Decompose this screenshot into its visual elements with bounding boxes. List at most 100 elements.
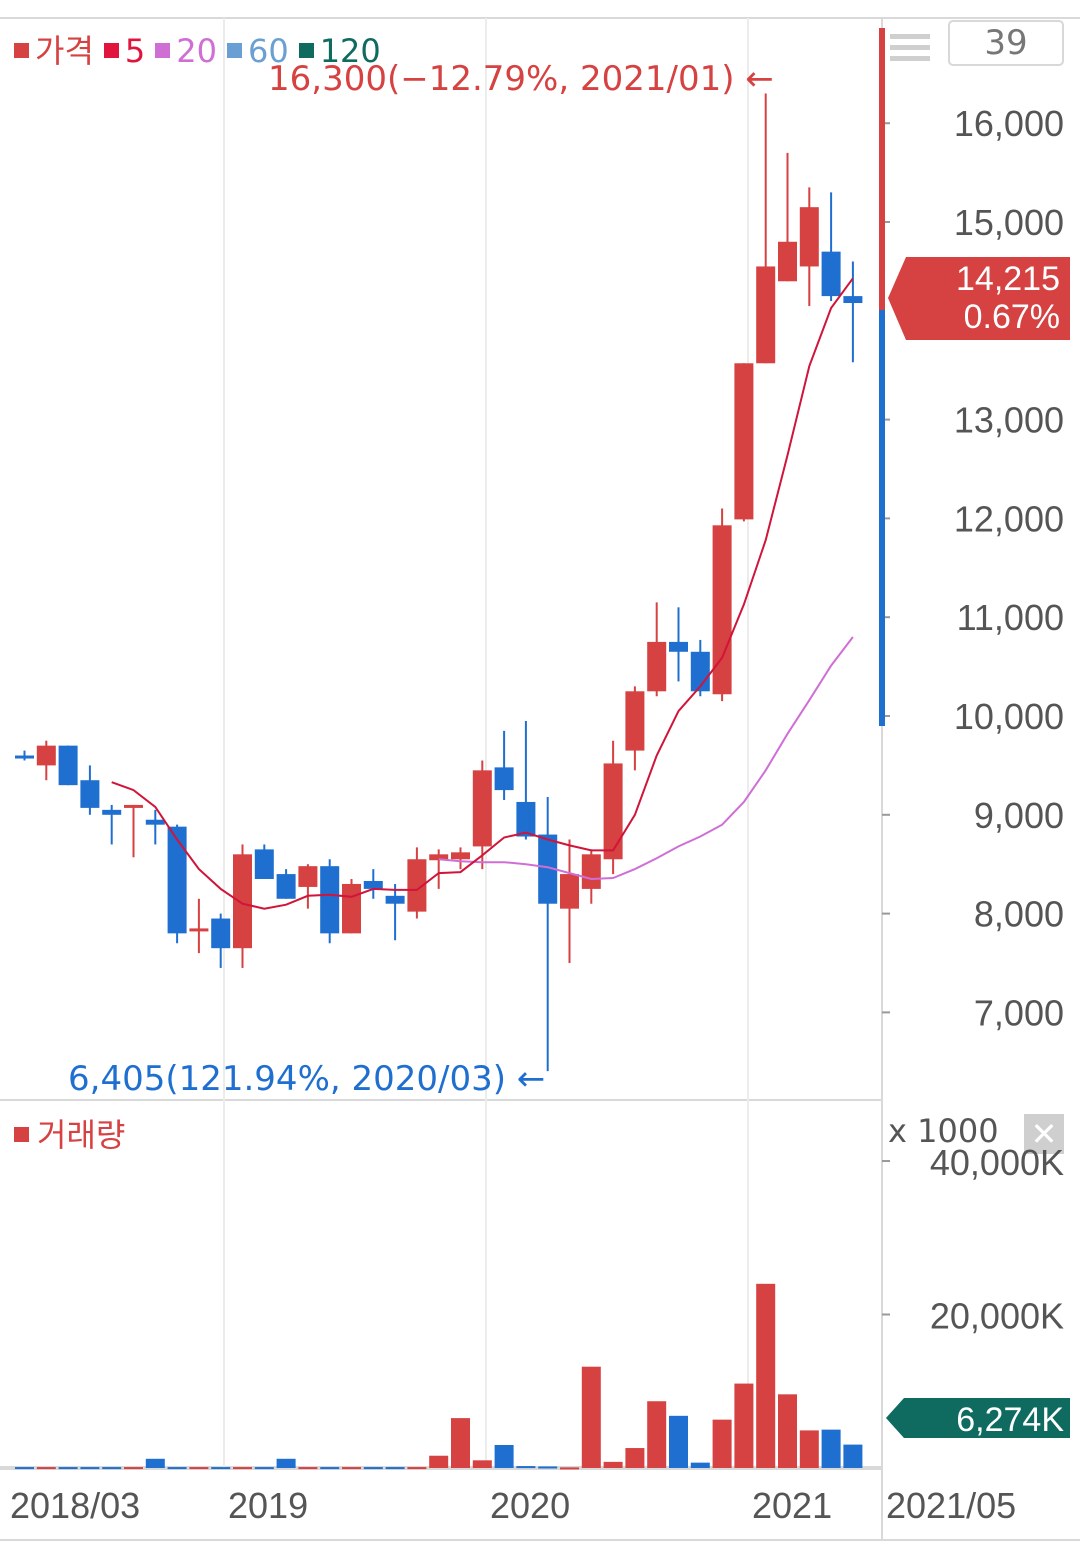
volume-bar: [538, 1466, 558, 1469]
volume-bar: [407, 1467, 427, 1470]
candle-body: [385, 895, 405, 904]
candle-body: [342, 883, 361, 934]
candle-body: [363, 880, 383, 889]
candle-body: [756, 266, 776, 364]
volume-bar: [145, 1458, 165, 1468]
volume-bar: [124, 1467, 143, 1470]
candle-body: [669, 641, 688, 652]
legend-swatch: [226, 42, 242, 58]
volume-bar: [778, 1394, 797, 1468]
candle-body: [189, 928, 209, 932]
volume-bar: [342, 1467, 361, 1470]
candle-body: [821, 251, 841, 297]
price-tick-label: 11,000: [957, 597, 1064, 638]
candle-body: [58, 745, 78, 786]
volume-bar: [647, 1401, 667, 1468]
legend-swatch: [103, 42, 119, 58]
legend-item-3: 60: [226, 32, 289, 70]
menu-icon[interactable]: [890, 34, 930, 67]
volume-bar: [15, 1467, 34, 1470]
x-tick-label: 2021: [752, 1485, 832, 1526]
volume-bar: [669, 1415, 688, 1468]
volume-bar: [560, 1467, 579, 1470]
volume-unit: x 1000: [888, 1112, 999, 1150]
volume-tick-label: 40,000K: [930, 1142, 1064, 1183]
volume-bar: [36, 1467, 56, 1470]
axis-up-range: [879, 28, 885, 310]
legend-item-2: 20: [155, 32, 217, 70]
volume-bar: [734, 1383, 754, 1468]
volume-bar: [102, 1467, 122, 1470]
price-tick-label: 8,000: [974, 894, 1064, 935]
candle-body: [603, 763, 623, 860]
volume-bar: [690, 1462, 710, 1468]
candle-body: [36, 745, 56, 766]
candle-body: [320, 866, 340, 934]
axis-down-range: [879, 310, 885, 726]
candle-body: [429, 854, 449, 861]
legend-label: 20: [176, 32, 217, 70]
candle-body: [276, 874, 296, 899]
volume-bar: [233, 1467, 252, 1470]
candle-body: [712, 525, 732, 695]
candle-body: [516, 801, 536, 837]
legend: 가격 5 20 60 120: [14, 26, 391, 72]
legend-label: 5: [124, 32, 146, 70]
legend-item-0: 가격: [14, 32, 94, 70]
volume-bar: [385, 1467, 405, 1470]
price-tick-label: 10,000: [954, 696, 1064, 737]
ma5-line: [111, 277, 854, 910]
volume-title: 거래량: [14, 1110, 125, 1156]
price-tick-label: 15,000: [954, 202, 1064, 243]
volume-bar: [472, 1460, 492, 1468]
candle-body: [407, 859, 427, 912]
price-tick-label: 9,000: [974, 795, 1064, 836]
candle-body: [15, 755, 34, 759]
volume-bar: [712, 1419, 732, 1468]
candle-body: [494, 767, 514, 791]
volume-bar: [603, 1461, 623, 1468]
candle-body: [167, 826, 187, 934]
volume-bar: [254, 1467, 274, 1470]
x-end-label: 2021/05: [886, 1485, 1016, 1526]
legend-label: 120: [319, 32, 381, 70]
volume-bar: [625, 1448, 645, 1468]
x-tick-label: 2019: [228, 1485, 308, 1526]
candle-body: [538, 834, 558, 904]
volume-bar: [451, 1418, 470, 1468]
candle-body: [560, 874, 579, 909]
legend-item-4: 120: [298, 32, 381, 70]
volume-bar: [276, 1458, 296, 1468]
volume-tick-label: 20,000K: [930, 1296, 1064, 1337]
volume-title-label: 거래량: [37, 1116, 126, 1154]
volume-bar: [298, 1467, 318, 1470]
volume-bar: [516, 1466, 536, 1469]
candle-body: [799, 207, 819, 267]
volume-bar: [363, 1467, 383, 1470]
volume-bar: [320, 1467, 340, 1470]
legend-swatch: [14, 42, 29, 58]
volume-bar: [756, 1283, 776, 1468]
x-tick-label: 2020: [490, 1485, 570, 1526]
volume-bar: [58, 1467, 78, 1470]
legend-swatch: [298, 42, 314, 58]
high-annotation: 16,300(−12.79%, 2021/01) ←: [268, 59, 774, 99]
period-button[interactable]: 39: [948, 20, 1064, 66]
legend-swatch: [155, 42, 171, 58]
candle-body: [625, 691, 645, 751]
legend-label: 가격: [35, 32, 94, 70]
candle-body: [734, 363, 754, 520]
price-tick-label: 13,000: [954, 400, 1064, 441]
candle-body: [778, 241, 797, 282]
candle-body: [581, 854, 601, 889]
current-volume: 6,274K: [956, 1401, 1064, 1439]
volume-bar: [843, 1444, 863, 1468]
legend-label: 60: [247, 32, 289, 70]
price-tick-label: 12,000: [954, 498, 1064, 539]
close-icon[interactable]: ✕: [1024, 1114, 1064, 1154]
candle-body: [647, 641, 667, 692]
candle-body: [843, 296, 863, 304]
current-price-badge: [888, 257, 1070, 340]
candle-body: [233, 854, 252, 949]
